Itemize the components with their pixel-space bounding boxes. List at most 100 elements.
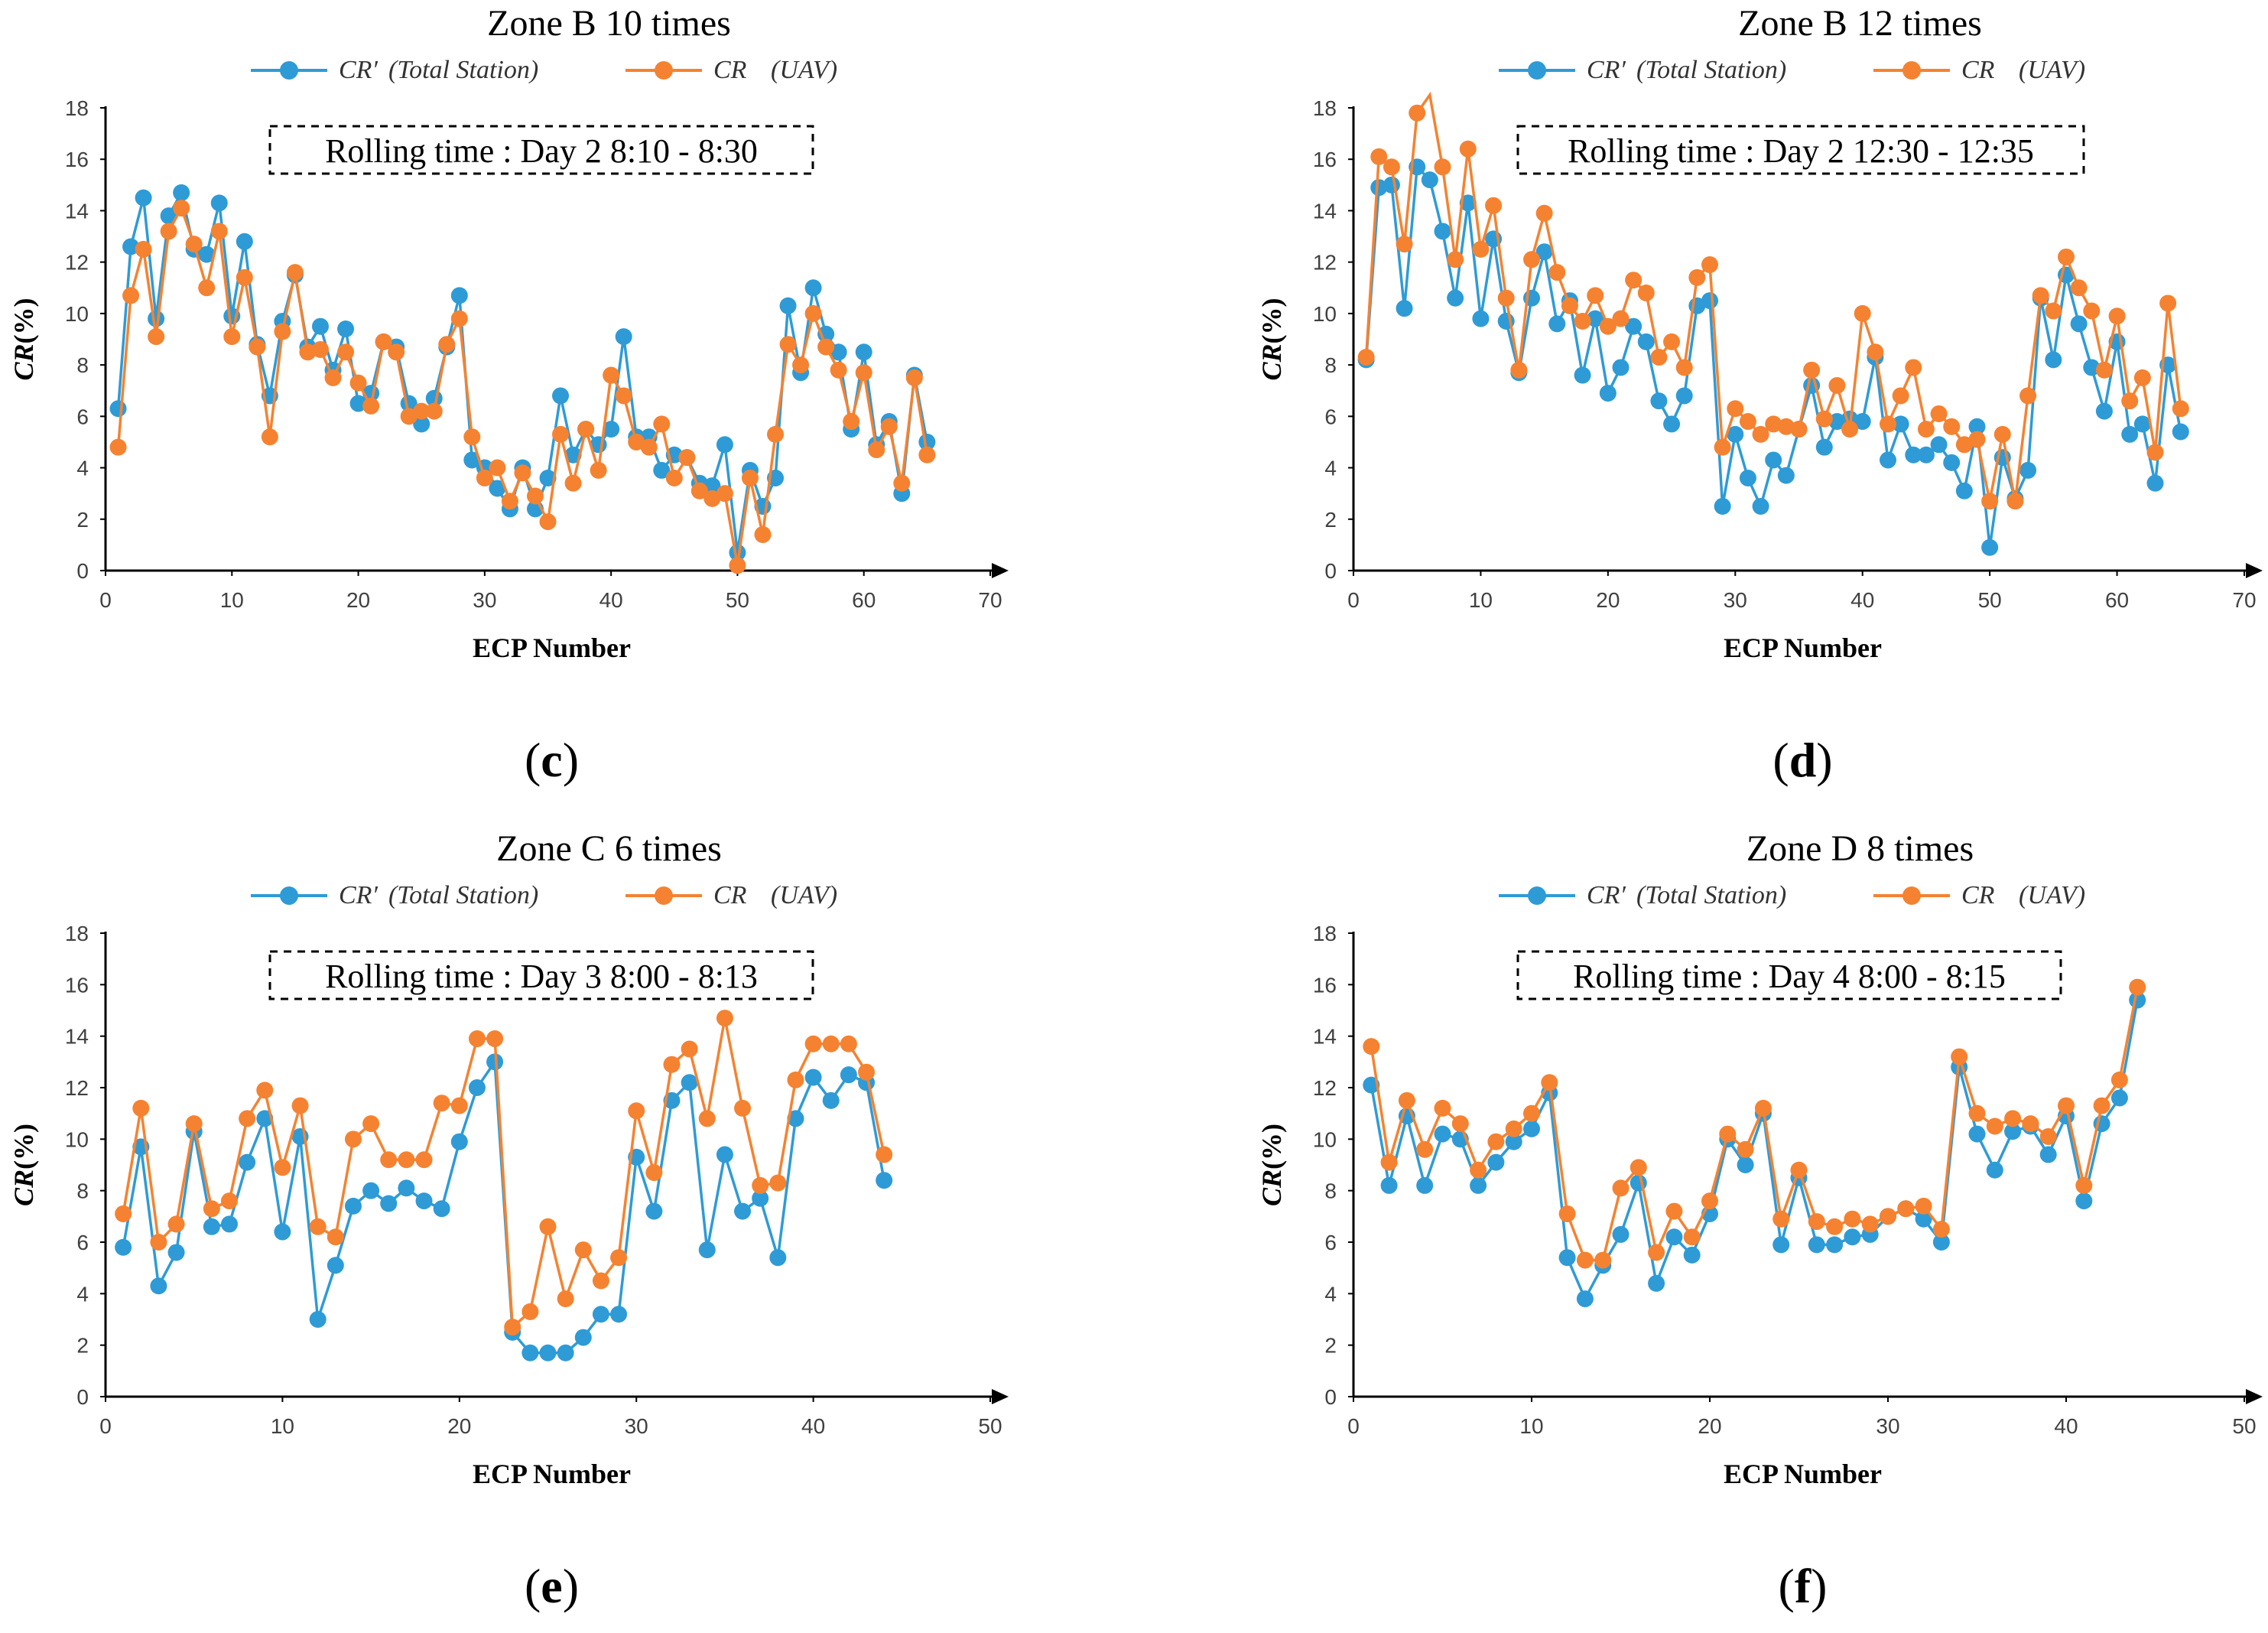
data-point xyxy=(1357,349,1375,366)
y-tick-label: 0 xyxy=(76,1385,89,1409)
x-tick-label: 10 xyxy=(220,588,244,612)
data-point xyxy=(1968,431,1986,448)
data-point xyxy=(918,446,936,464)
data-point xyxy=(703,477,721,495)
data-point xyxy=(311,340,329,358)
data-point xyxy=(876,1146,893,1163)
data-point xyxy=(557,1290,574,1308)
data-point xyxy=(109,400,127,418)
y-tick-label: 12 xyxy=(1313,1076,1337,1100)
data-point xyxy=(610,1249,628,1267)
data-point xyxy=(1505,1120,1522,1137)
data-point xyxy=(148,310,165,327)
y-tick-label: 12 xyxy=(1313,251,1337,275)
x-tick-label: 30 xyxy=(1724,588,1747,612)
data-point xyxy=(1451,1115,1469,1133)
data-point xyxy=(1701,1192,1718,1210)
data-point xyxy=(1487,1133,1505,1150)
data-point xyxy=(876,1172,893,1189)
legend-label-uav-name: (UAV) xyxy=(771,56,837,84)
rolling-time-box xyxy=(1516,950,2062,1000)
data-point xyxy=(1510,361,1528,379)
data-point xyxy=(1777,418,1795,435)
data-point xyxy=(539,513,557,531)
data-point xyxy=(716,1146,733,1163)
data-point xyxy=(274,1223,291,1241)
panel-label: (d) xyxy=(1772,733,1832,787)
x-axis-label: ECP Number xyxy=(1724,633,1882,663)
chart-title: Zone C 6 times xyxy=(496,828,722,869)
y-tick-label: 4 xyxy=(76,1282,89,1306)
data-point xyxy=(2075,1176,2093,1194)
data-point xyxy=(526,487,544,505)
data-point xyxy=(1772,1210,1790,1228)
data-point xyxy=(249,338,266,356)
data-point xyxy=(1599,385,1617,402)
y-tick-label: 8 xyxy=(76,1179,89,1203)
x-tick-label: 50 xyxy=(2232,1414,2256,1438)
data-point xyxy=(1370,179,1388,197)
y-axis-label: CR(%) xyxy=(8,298,39,380)
y-tick-label: 18 xyxy=(1313,922,1337,945)
legend-label-total-station-symbol: CR′ xyxy=(1587,881,1626,909)
data-point xyxy=(716,436,733,454)
data-point xyxy=(415,1151,433,1169)
data-point xyxy=(703,490,721,507)
data-point xyxy=(1558,1249,1576,1267)
data-point xyxy=(1844,1210,1861,1228)
legend-label-uav-symbol: CR xyxy=(713,56,747,84)
y-axis-label: CR(%) xyxy=(1256,1124,1287,1206)
y-tick-label: 14 xyxy=(1313,1025,1337,1049)
data-point xyxy=(2039,1127,2057,1145)
x-tick-label: 0 xyxy=(1347,588,1360,612)
series-line xyxy=(122,1058,885,1355)
y-tick-label: 2 xyxy=(76,508,89,532)
rolling-time-text: Rolling time : Day 4 8:00 - 8:15 xyxy=(1573,958,2006,995)
data-point xyxy=(653,415,671,433)
panel-label: (f) xyxy=(1779,1559,1828,1613)
series-uav xyxy=(1363,978,2146,1269)
data-point xyxy=(223,328,241,346)
data-point xyxy=(380,1151,398,1169)
data-point xyxy=(1701,256,1718,274)
data-point xyxy=(203,1218,220,1235)
data-point xyxy=(1737,1156,1754,1173)
series-line xyxy=(122,1017,885,1330)
data-point xyxy=(1880,415,1896,433)
y-tick-label: 16 xyxy=(65,148,89,171)
y-tick-label: 6 xyxy=(1324,1231,1337,1254)
data-point xyxy=(1594,1251,1612,1269)
data-point xyxy=(1625,272,1643,289)
data-point xyxy=(388,343,405,361)
data-point xyxy=(1396,300,1413,317)
data-point xyxy=(2022,1115,2039,1133)
data-point xyxy=(830,361,847,379)
data-point xyxy=(239,1110,256,1127)
data-point xyxy=(2019,461,2037,479)
chart-panel-c: Zone B 10 times CR′ (Total Station) CR (UAV)… xyxy=(8,3,1009,787)
legend-marker-total-station xyxy=(1528,61,1546,80)
data-point xyxy=(1932,1221,1950,1238)
data-point xyxy=(564,474,582,492)
data-point xyxy=(1398,1091,1415,1109)
data-point xyxy=(167,1215,185,1233)
data-point xyxy=(1719,1125,1737,1143)
data-point xyxy=(1637,285,1655,301)
data-point xyxy=(1683,1246,1701,1264)
data-point xyxy=(610,1306,628,1323)
data-point xyxy=(2172,400,2189,418)
data-point xyxy=(261,428,278,446)
data-point xyxy=(198,279,216,297)
data-point xyxy=(1892,415,1909,433)
data-point xyxy=(1630,1159,1647,1176)
data-point xyxy=(1880,1208,1896,1225)
data-point xyxy=(1727,425,1744,443)
legend-marker-uav xyxy=(1902,886,1921,905)
data-point xyxy=(135,189,152,207)
data-point xyxy=(398,1151,415,1169)
data-point xyxy=(2121,425,2139,443)
data-point xyxy=(1828,413,1846,431)
data-point xyxy=(299,343,317,361)
y-tick-label: 2 xyxy=(1324,508,1337,532)
data-point xyxy=(2039,1146,2057,1163)
